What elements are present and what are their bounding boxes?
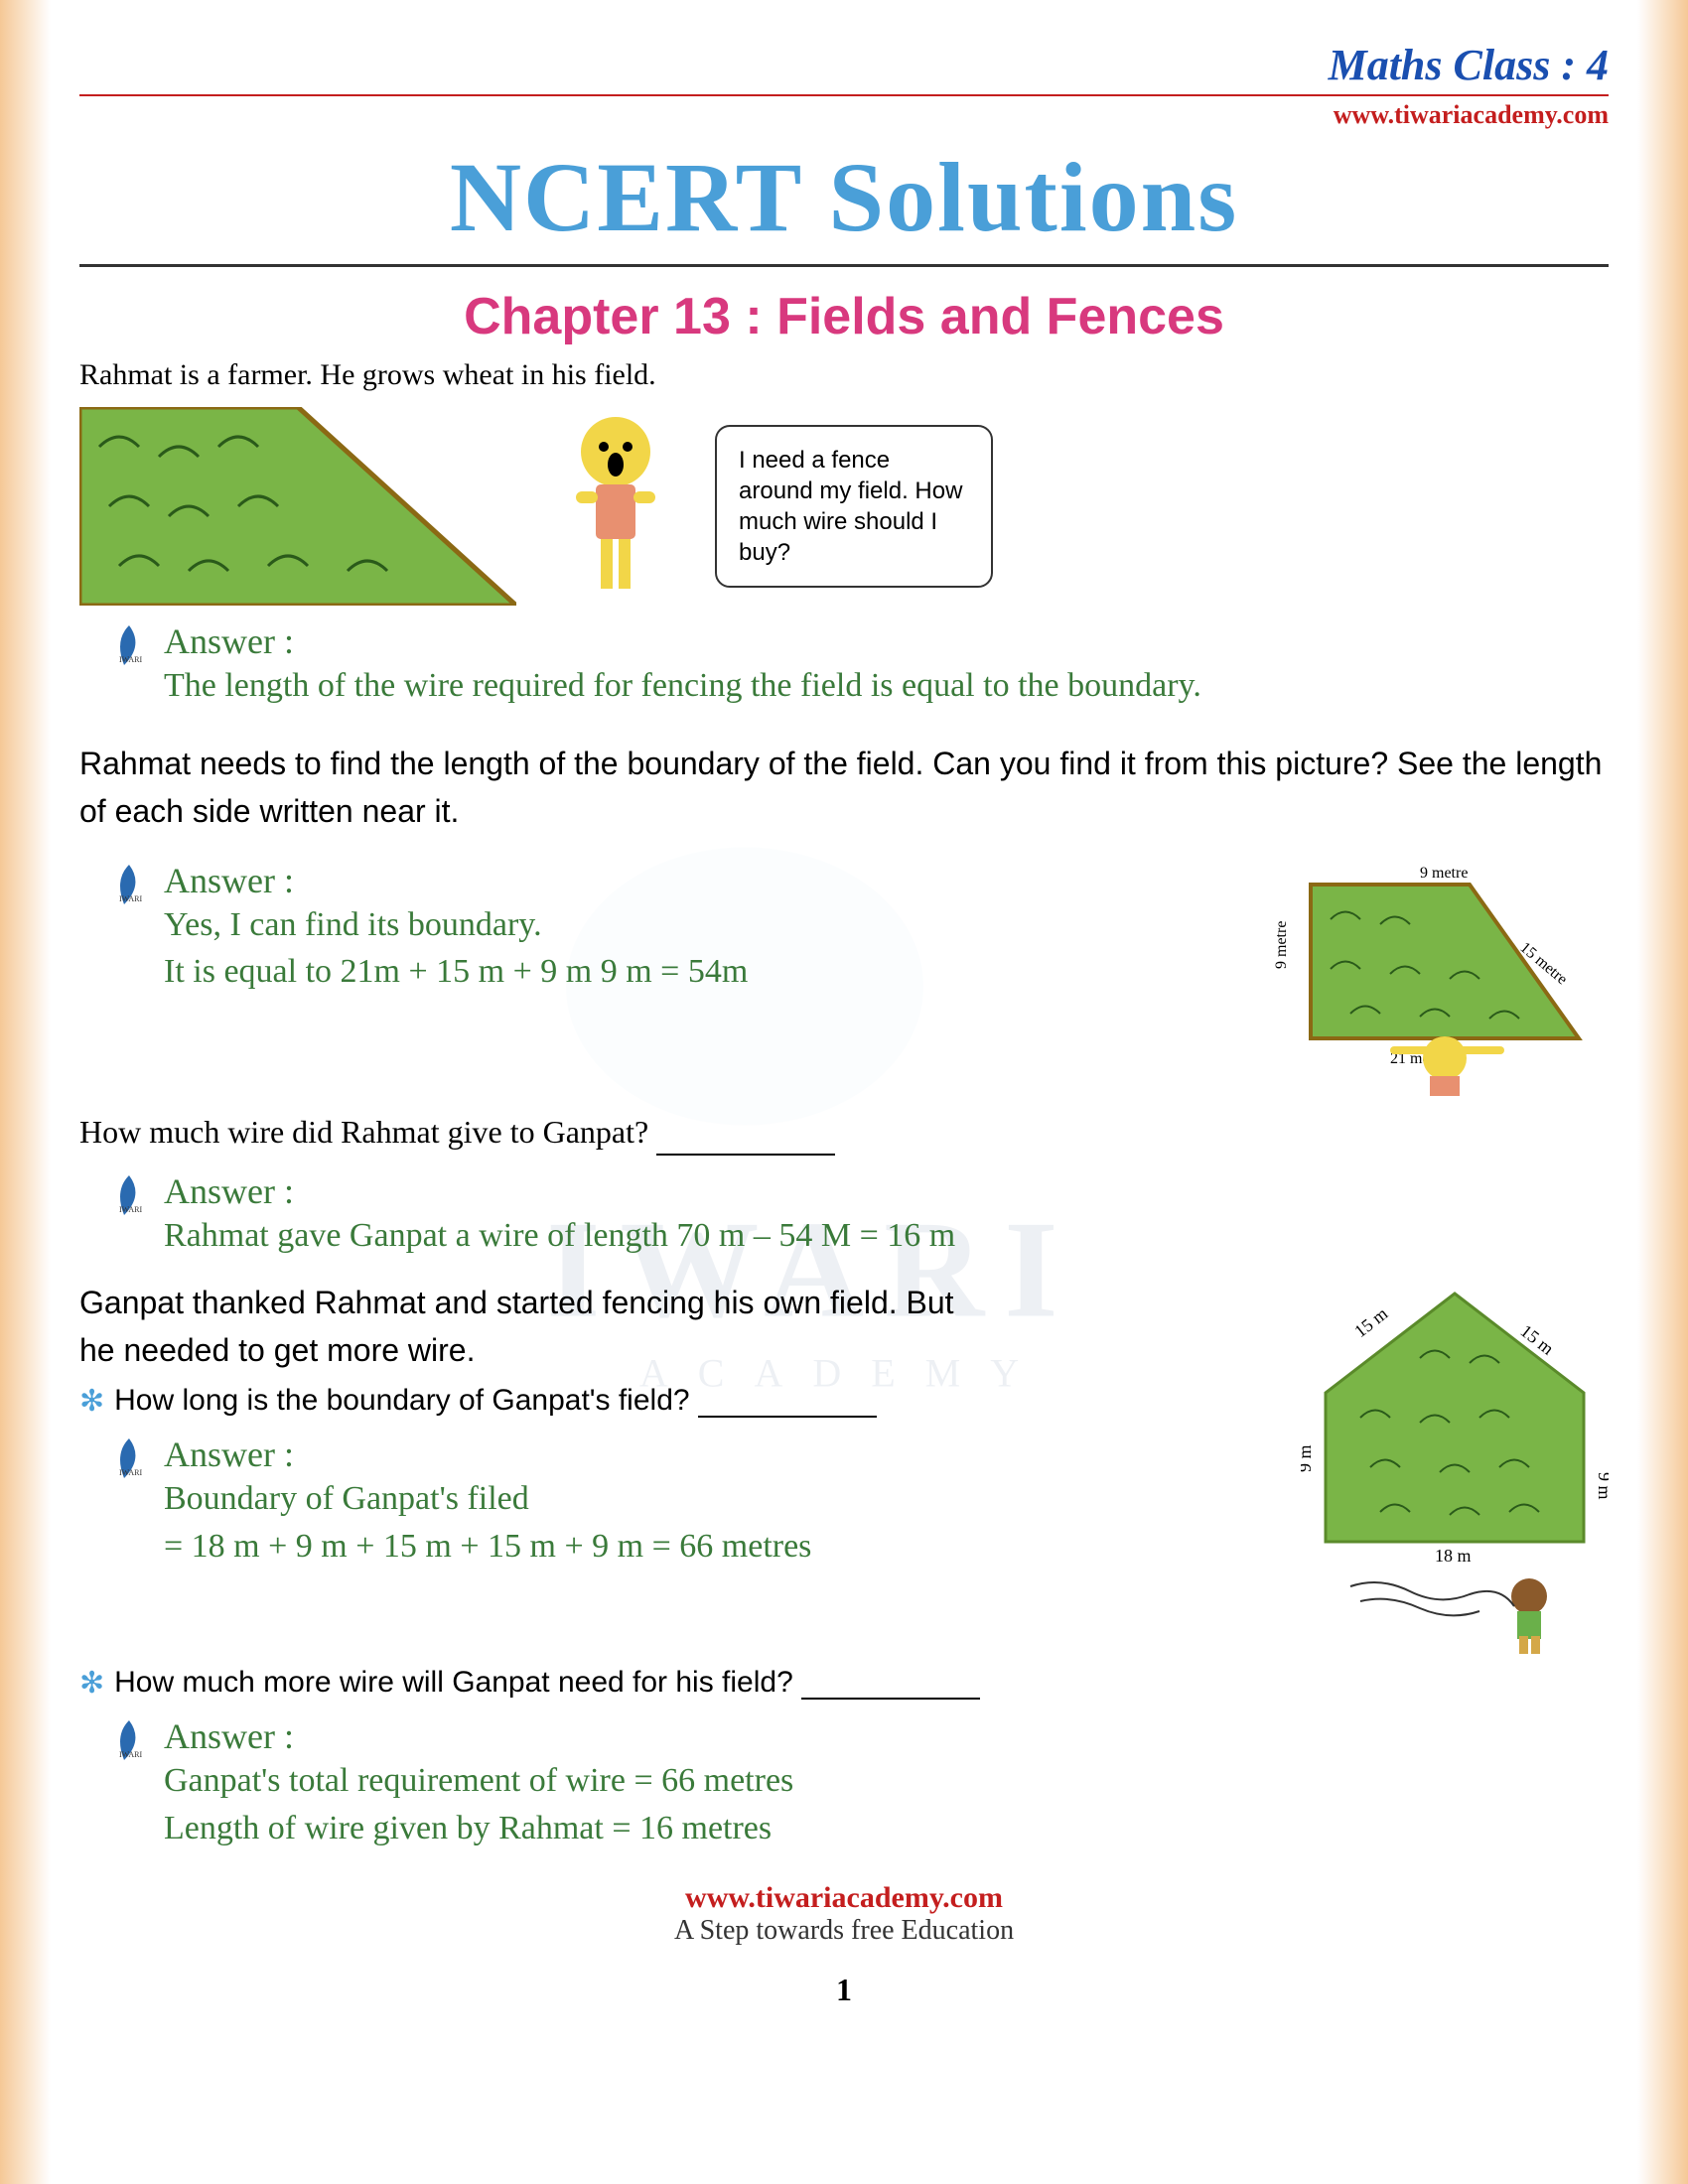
page-number: 1 [79,1972,1609,2008]
star-icon: ✻ [79,1384,104,1419]
answer-5: IWARI Answer : Boundary of Ganpat's file… [109,1433,1281,1570]
answer-text-line1: Boundary of Ganpat's filed [164,1475,1281,1523]
answer-label: Answer : [164,1433,1281,1475]
answer-text-line1: Ganpat's total requirement of wire = 66 … [164,1757,1609,1805]
leaf-icon: IWARI [109,860,149,909]
answer-text: Rahmat gave Ganpat a wire of length 70 m… [164,1212,1609,1260]
question-4: Ganpat thanked Rahmat and started fencin… [79,1279,973,1374]
question-2: Rahmat needs to find the length of the b… [79,740,1609,835]
leaf-icon: IWARI [109,1433,149,1483]
svg-text:IWARI: IWARI [119,1205,142,1214]
question-3: How much wire did Rahmat give to Ganpat? [79,1108,1609,1156]
svg-text:IWARI: IWARI [119,1750,142,1759]
blank-line [801,1698,980,1700]
answer-text-line2: Length of wire given by Rahmat = 16 metr… [164,1805,1609,1852]
blank-line [656,1154,835,1156]
footer-url: www.tiwariacademy.com [79,1881,1609,1915]
answer-3: IWARI Answer : Rahmat gave Ganpat a wire… [109,1170,1609,1260]
answer-1: IWARI Answer : The length of the wire re… [109,620,1609,710]
svg-text:IWARI: IWARI [119,655,142,664]
star-icon: ✻ [79,1666,104,1701]
svg-text:15 m: 15 m [1350,1303,1391,1341]
svg-text:9 metre: 9 metre [1420,865,1468,882]
speech-text: I need a fence around my field. How much… [739,447,962,567]
answer-text-line1: Yes, I can find its boundary. [164,901,1251,949]
footer: www.tiwariacademy.com A Step towards fre… [79,1881,1609,1947]
answer-text-line2: It is equal to 21m + 15 m + 9 m 9 m = 54… [164,948,1251,996]
svg-text:18 m: 18 m [1435,1546,1472,1566]
header: Maths Class : 4 www.tiwariacademy.com [79,40,1609,130]
leaf-icon: IWARI [109,1715,149,1765]
header-url: www.tiwariacademy.com [79,100,1609,130]
divider [79,94,1609,96]
main-title: NCERT Solutions [79,140,1609,267]
field-shape-3: 15 m 15 m 9 m 9 m 18 m [1301,1279,1609,1656]
question-6: ✻ How much more wire will Ganpat need fo… [79,1666,1609,1701]
svg-text:9 m: 9 m [1301,1445,1315,1473]
blank-line [698,1416,877,1418]
answer-label: Answer : [164,620,1609,662]
footer-tagline: A Step towards free Education [79,1915,1609,1947]
answer-text-line2: = 18 m + 9 m + 15 m + 15 m + 9 m = 66 me… [164,1523,1281,1570]
answer-label: Answer : [164,1715,1609,1757]
chapter-title: Chapter 13 : Fields and Fences [79,287,1609,346]
svg-text:IWARI: IWARI [119,1468,142,1477]
answer-label: Answer : [164,860,1251,901]
svg-text:IWARI: IWARI [119,894,142,903]
leaf-icon: IWARI [109,1170,149,1220]
field-shape-trapezoid [79,407,516,606]
svg-text:9 metre: 9 metre [1273,920,1290,968]
answer-label: Answer : [164,1170,1609,1212]
leaf-icon: IWARI [109,620,149,670]
answer-2: IWARI Answer : Yes, I can find its bound… [109,860,1251,996]
class-label: Maths Class : 4 [79,40,1609,90]
svg-text:9 m: 9 m [1595,1472,1609,1500]
speech-bubble: I need a fence around my field. How much… [715,425,993,589]
farmer-character [546,407,685,606]
intro-text: Rahmat is a farmer. He grows wheat in hi… [79,358,1609,392]
field-shape-2: 9 metre 9 metre 15 metre 21 metre [1271,860,1609,1098]
question-5: ✻ How long is the boundary of Ganpat's f… [79,1384,1281,1419]
answer-text: The length of the wire required for fenc… [164,662,1609,710]
answer-6: IWARI Answer : Ganpat's total requiremen… [109,1715,1609,1851]
field-illustration-1: I need a fence around my field. How much… [79,407,1609,606]
